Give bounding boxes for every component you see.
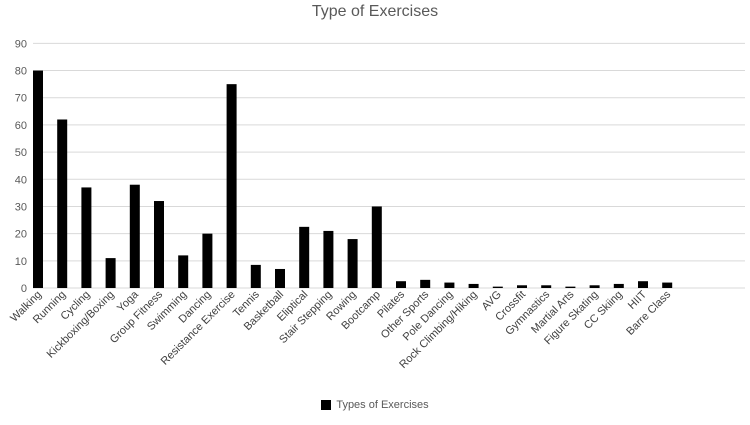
y-tick-label-30: 30 bbox=[15, 201, 27, 213]
bar-gymnastics bbox=[541, 285, 552, 288]
bar-running bbox=[57, 119, 68, 288]
bar-bootcamp bbox=[371, 206, 382, 288]
y-tick-label-90: 90 bbox=[15, 38, 27, 50]
y-tick-label-70: 70 bbox=[15, 93, 27, 105]
bar-stair-stepping bbox=[323, 230, 334, 288]
bar-crossfit bbox=[517, 285, 527, 288]
y-tick-label-20: 20 bbox=[15, 229, 27, 241]
legend-label: Types of Exercises bbox=[336, 399, 429, 411]
chart-title: Type of Exercises bbox=[311, 3, 439, 20]
bar-yoga bbox=[129, 184, 140, 288]
bar-eliptical bbox=[299, 226, 310, 288]
bar-avg bbox=[492, 286, 503, 288]
bar-swimming bbox=[178, 255, 189, 288]
y-tick-label-50: 50 bbox=[15, 147, 27, 159]
bar-pilates bbox=[396, 281, 406, 288]
bar-rowing bbox=[347, 239, 358, 288]
bar-barre-class bbox=[662, 282, 673, 288]
bar-kickboxing-boxing bbox=[105, 258, 116, 288]
y-tick-label-40: 40 bbox=[15, 174, 27, 186]
bar-figure-skating bbox=[589, 285, 600, 288]
bar-cc-skiing bbox=[613, 283, 624, 288]
y-tick-label-80: 80 bbox=[15, 66, 27, 78]
bar-group-fitness bbox=[154, 201, 164, 288]
chart-legend: Types of Exercises bbox=[0, 399, 750, 411]
bar-rock-climbing-hiking bbox=[468, 283, 479, 288]
bar-hiit bbox=[638, 281, 648, 288]
legend-swatch-icon bbox=[321, 400, 332, 410]
y-tick-label-10: 10 bbox=[15, 256, 27, 268]
bar-tennis bbox=[250, 264, 261, 288]
y-tick-label-60: 60 bbox=[15, 120, 27, 132]
bar-cycling bbox=[81, 187, 92, 288]
bar-dancing bbox=[202, 233, 213, 288]
bar-pole-dancing bbox=[444, 282, 455, 288]
bar-martial-arts bbox=[565, 286, 576, 288]
bar-other-sports bbox=[420, 279, 431, 288]
bar-basketball bbox=[275, 268, 285, 288]
y-tick-label-0: 0 bbox=[21, 283, 27, 295]
bar-walking bbox=[33, 70, 43, 288]
bar-resistance-exercise bbox=[226, 84, 237, 289]
x-tick-label-barre-class: Barre Class bbox=[624, 288, 673, 337]
